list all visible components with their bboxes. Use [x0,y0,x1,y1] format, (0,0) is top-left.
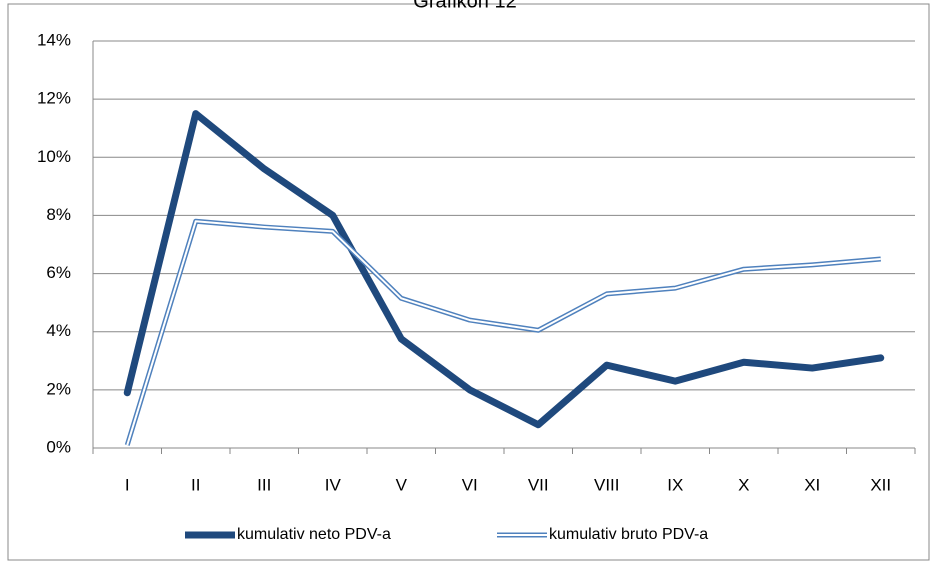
x-tick-label: IX [667,475,683,494]
x-tick-label: II [191,475,200,494]
legend-label: kumulativ neto PDV-a [237,526,391,543]
x-tick-label: VI [462,475,478,494]
y-tick-label: 2% [46,379,71,398]
x-tick-label: XII [870,475,891,494]
x-tick-label: III [257,475,271,494]
y-tick-label: 12% [37,89,71,108]
series-line [123,110,885,429]
legend-label: kumulativ bruto PDV-a [549,526,708,543]
series-line [124,218,881,446]
x-tick-label: I [125,475,130,494]
y-tick-label: 0% [46,437,71,456]
x-tick-label: XI [804,475,820,494]
x-tick-label: VII [528,475,549,494]
y-tick-label: 14% [37,30,71,49]
x-tick-label: V [396,475,408,494]
chart-frame [7,3,930,561]
y-tick-label: 8% [46,205,71,224]
chart-title: Grafikon 12 [413,0,516,12]
x-tick-label: VIII [594,475,620,494]
y-tick-label: 10% [37,147,71,166]
series-line-inner [126,220,881,446]
x-tick-label: IV [325,475,342,494]
y-tick-label: 6% [46,263,71,282]
y-tick-label: 4% [46,321,71,340]
x-tick-label: X [738,475,749,494]
